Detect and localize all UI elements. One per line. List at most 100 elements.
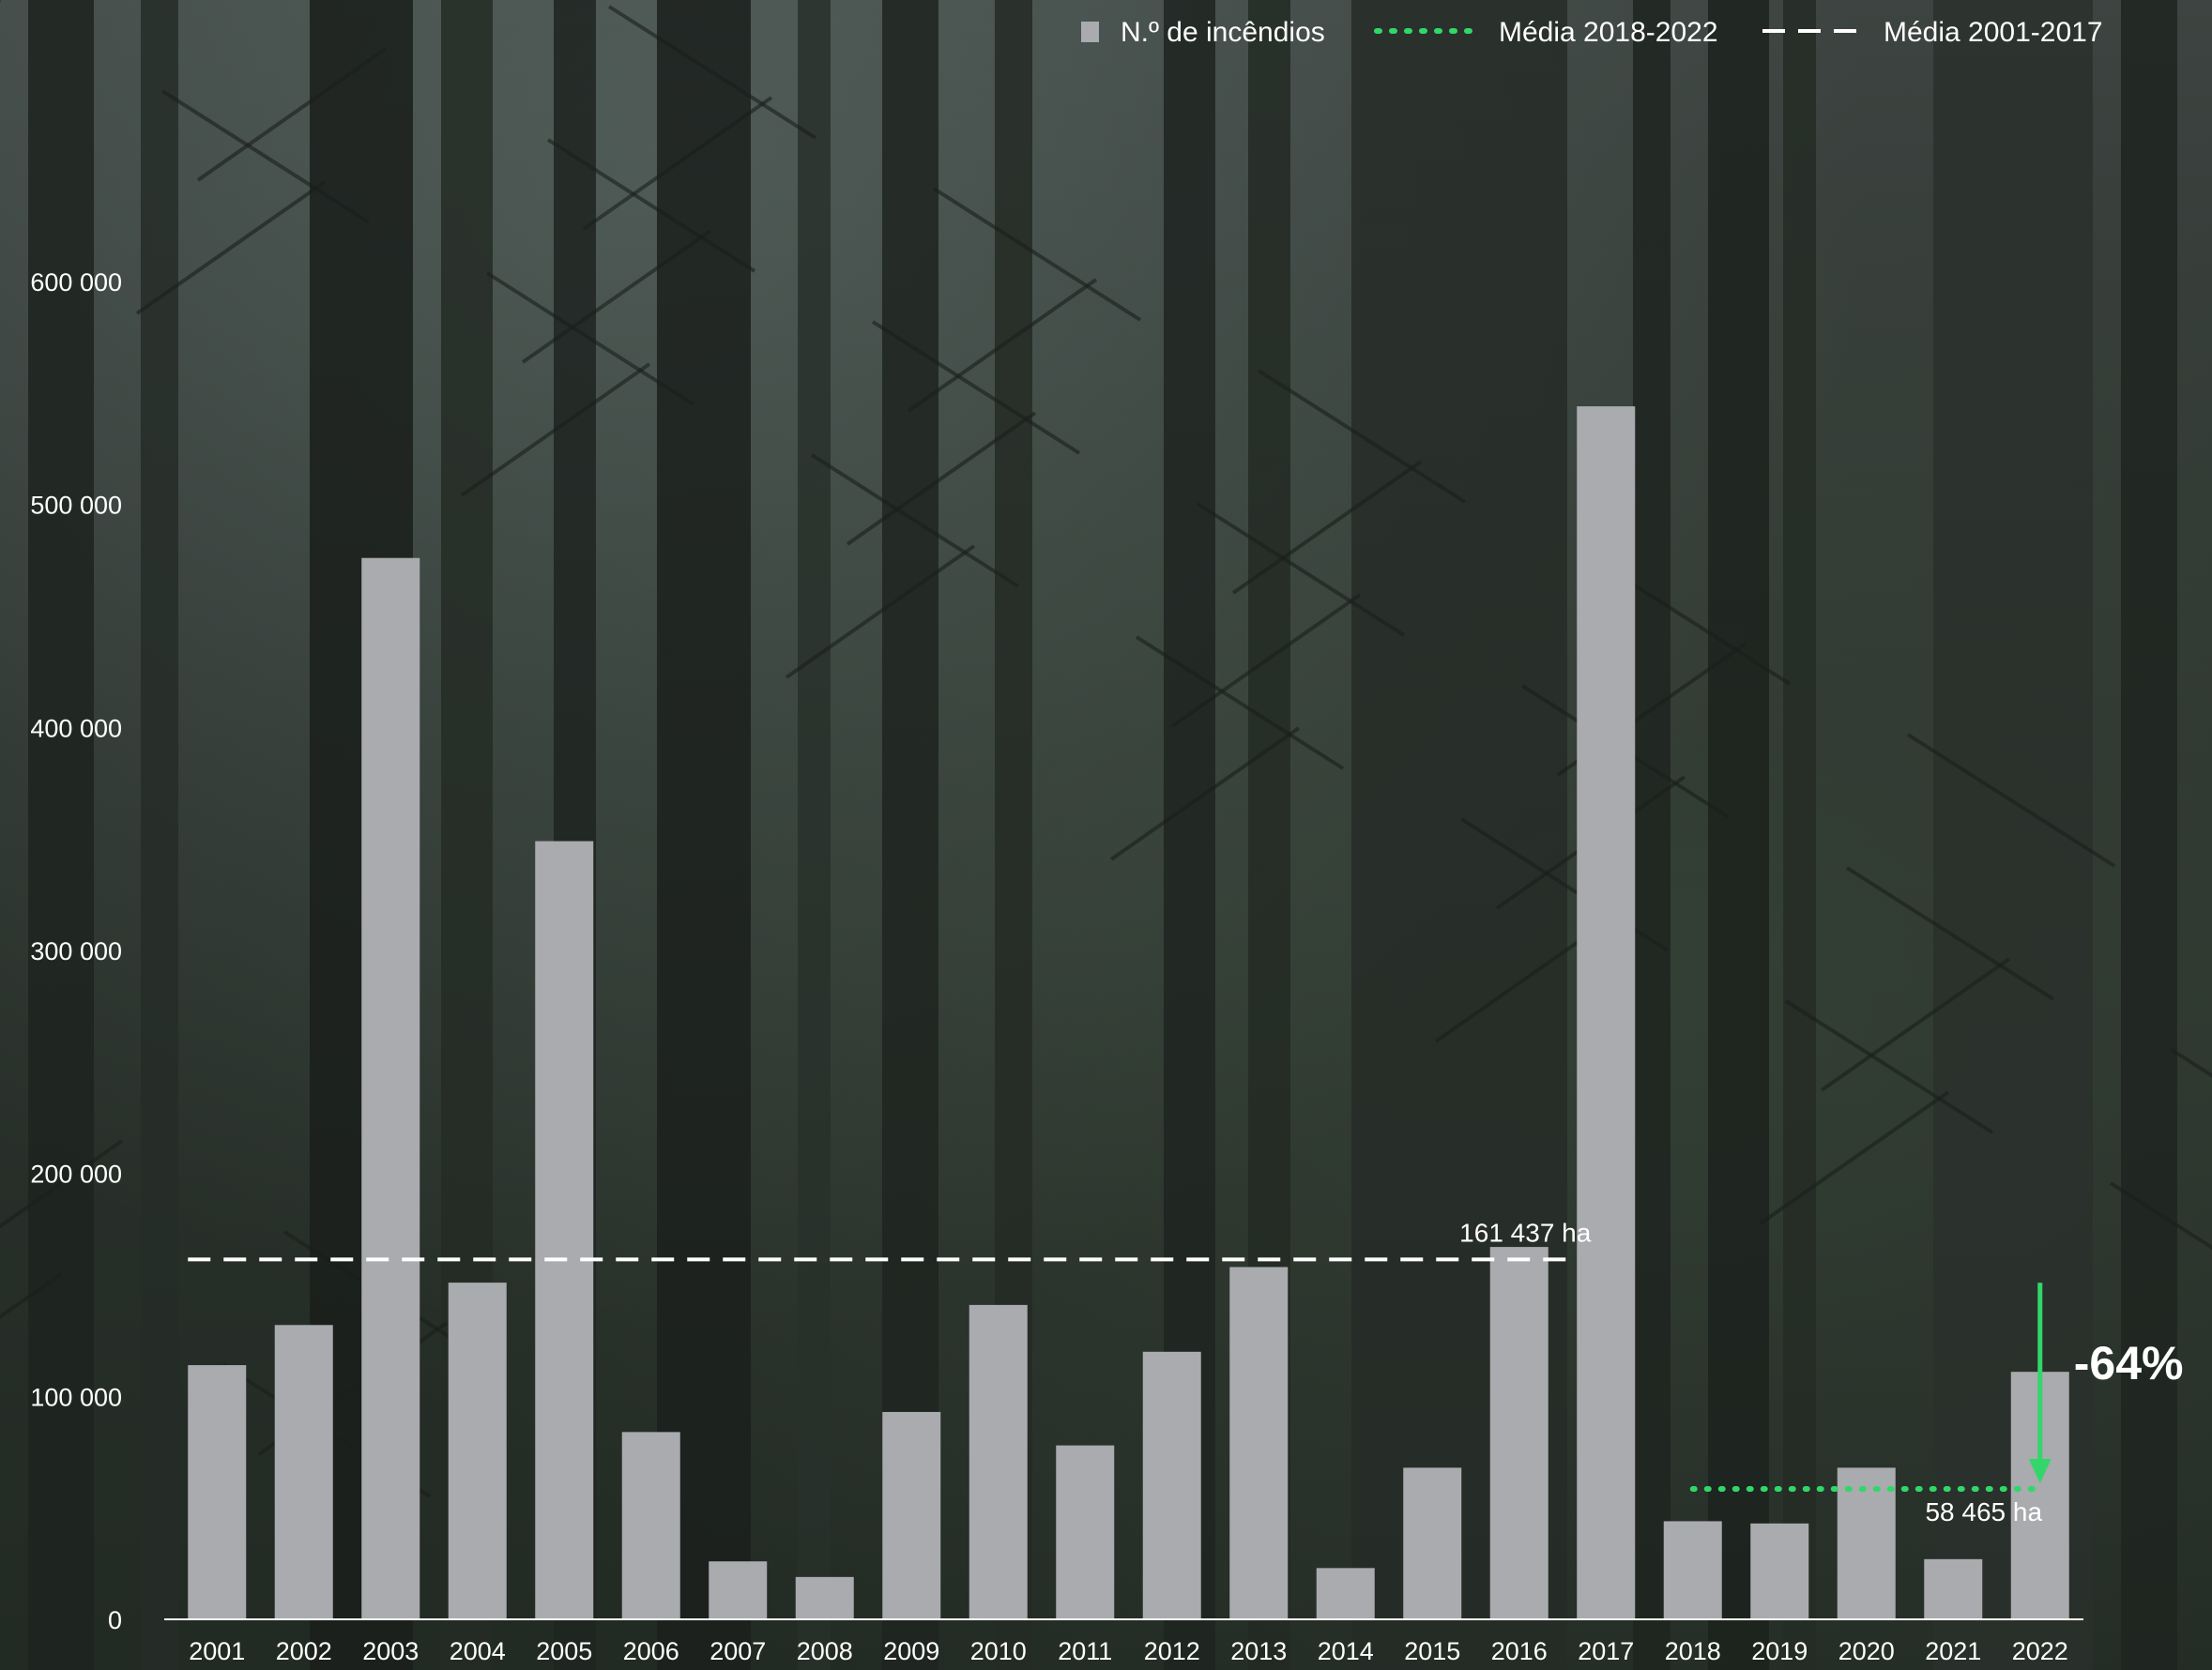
recent-average-value-label: 58 465 ha: [1925, 1497, 2042, 1526]
tree-branch: [1196, 502, 1406, 637]
tree-branch: [521, 229, 712, 364]
x-tick-label: 2010: [970, 1637, 1027, 1665]
y-tick-label: 200 000: [30, 1161, 122, 1189]
tree-branch: [785, 544, 976, 679]
tree-branch: [546, 138, 756, 273]
tree-branch: [1170, 593, 1362, 728]
tree-trunk: [1708, 0, 1769, 1670]
x-tick-label: 2007: [709, 1637, 766, 1665]
tree-branch: [1257, 369, 1467, 504]
x-tick-label: 2013: [1230, 1637, 1287, 1665]
bar-2002: [274, 1325, 333, 1619]
tree-trunk: [141, 0, 178, 1670]
bar-2001: [188, 1365, 247, 1619]
past-average-value-label: 161 437 ha: [1459, 1218, 1592, 1247]
tree-branch: [485, 271, 695, 406]
x-tick-label: 2016: [1491, 1637, 1548, 1665]
bar-2006: [621, 1432, 680, 1619]
arrow-head: [2028, 1459, 2052, 1484]
tree-branch: [810, 453, 1020, 588]
bar-2009: [882, 1411, 941, 1619]
x-tick-label: 2004: [450, 1637, 506, 1665]
y-axis-ticks: 0 100 000 200 000 300 000 400 000 500 000 600 …: [30, 268, 122, 1634]
tree-branch: [0, 1272, 63, 1319]
bar-2015: [1403, 1467, 1462, 1619]
tree-branch: [135, 180, 327, 315]
y-tick-label: 600 000: [30, 268, 122, 296]
legend-bars-label: N.º de incêndios: [1121, 17, 1325, 48]
x-tick-label: 2022: [2012, 1637, 2068, 1665]
bar-2018: [1663, 1521, 1722, 1619]
tree-trunk: [2121, 0, 2177, 1670]
legend: N.º de incêndios Média 2018-2022 Média 2…: [1081, 17, 2103, 48]
x-tick-label: 2001: [189, 1637, 245, 1665]
tree-trunk: [798, 0, 831, 1670]
change-percent-label: -64%: [2074, 1337, 2184, 1389]
x-tick-label: 2012: [1144, 1637, 1200, 1665]
tree-branch: [1109, 726, 1301, 861]
bar-2004: [448, 1283, 507, 1619]
y-tick-label: 400 000: [30, 714, 122, 742]
bar-2012: [1142, 1351, 1201, 1619]
average-lines: [188, 1257, 2043, 1493]
tree-branch: [582, 96, 773, 231]
tree-branch: [1906, 733, 2116, 868]
x-tick-label: 2021: [1925, 1637, 1981, 1665]
y-tick-label: 300 000: [30, 937, 122, 965]
tree-branch: [846, 411, 1037, 546]
tree-branch: [160, 89, 371, 224]
tree-branch: [1784, 999, 1994, 1134]
tree-branch: [196, 47, 388, 182]
bar-2021: [1924, 1558, 1983, 1619]
tree-trunk: [657, 0, 751, 1670]
y-tick-label: 0: [108, 1606, 122, 1634]
tree-trunk: [882, 0, 938, 1670]
tree-trunk: [1633, 0, 1670, 1670]
decrease-arrow-icon: [2028, 1283, 2052, 1484]
bar-2019: [1750, 1523, 1809, 1619]
tree-branch: [932, 187, 1142, 322]
tree-branch: [607, 5, 817, 140]
x-tick-label: 2020: [1838, 1637, 1895, 1665]
x-tick-label: 2006: [623, 1637, 679, 1665]
tree-branch: [871, 320, 1081, 455]
tree-trunk: [1783, 0, 1816, 1670]
tree-branch: [0, 1139, 124, 1229]
x-tick-label: 2015: [1404, 1637, 1460, 1665]
tree-branch: [1759, 1090, 1950, 1225]
bar-2010: [969, 1304, 1028, 1619]
x-tick-label: 2017: [1578, 1637, 1634, 1665]
legend-bars-swatch: [1081, 22, 1099, 42]
tree-trunk: [28, 0, 94, 1670]
x-tick-label: 2018: [1665, 1637, 1721, 1665]
bar-2011: [1056, 1445, 1115, 1619]
bar-2003: [361, 557, 420, 1619]
bars: [188, 406, 2069, 1620]
x-tick-label: 2011: [1058, 1637, 1112, 1665]
tree-branch: [2170, 1048, 2212, 1078]
tree-branch: [1231, 460, 1423, 595]
tree-branch: [907, 278, 1098, 413]
bar-2007: [709, 1561, 768, 1619]
bar-2014: [1316, 1568, 1375, 1619]
bar-2008: [795, 1576, 854, 1619]
x-tick-label: 2014: [1318, 1637, 1374, 1665]
bar-2017: [1577, 406, 1636, 1620]
x-tick-label: 2002: [276, 1637, 332, 1665]
legend-past-avg-label: Média 2001-2017: [1884, 17, 2103, 48]
x-tick-label: 2003: [362, 1637, 419, 1665]
tree-branch: [460, 362, 651, 497]
legend-recent-avg-label: Média 2018-2022: [1499, 17, 1718, 48]
tree-branch: [2109, 1181, 2212, 1251]
tree-branch: [1820, 957, 2011, 1092]
bar-2013: [1229, 1267, 1289, 1619]
y-tick-label: 100 000: [30, 1383, 122, 1411]
x-axis-ticks: 2001 2002 2003 2004 2005 2006 2007 2008 2009 2010…: [189, 1637, 2068, 1665]
x-tick-label: 2008: [797, 1637, 853, 1665]
bar-2005: [535, 841, 594, 1619]
bar-2016: [1489, 1247, 1548, 1619]
tree-branch: [1135, 635, 1345, 770]
x-tick-label: 2005: [536, 1637, 592, 1665]
